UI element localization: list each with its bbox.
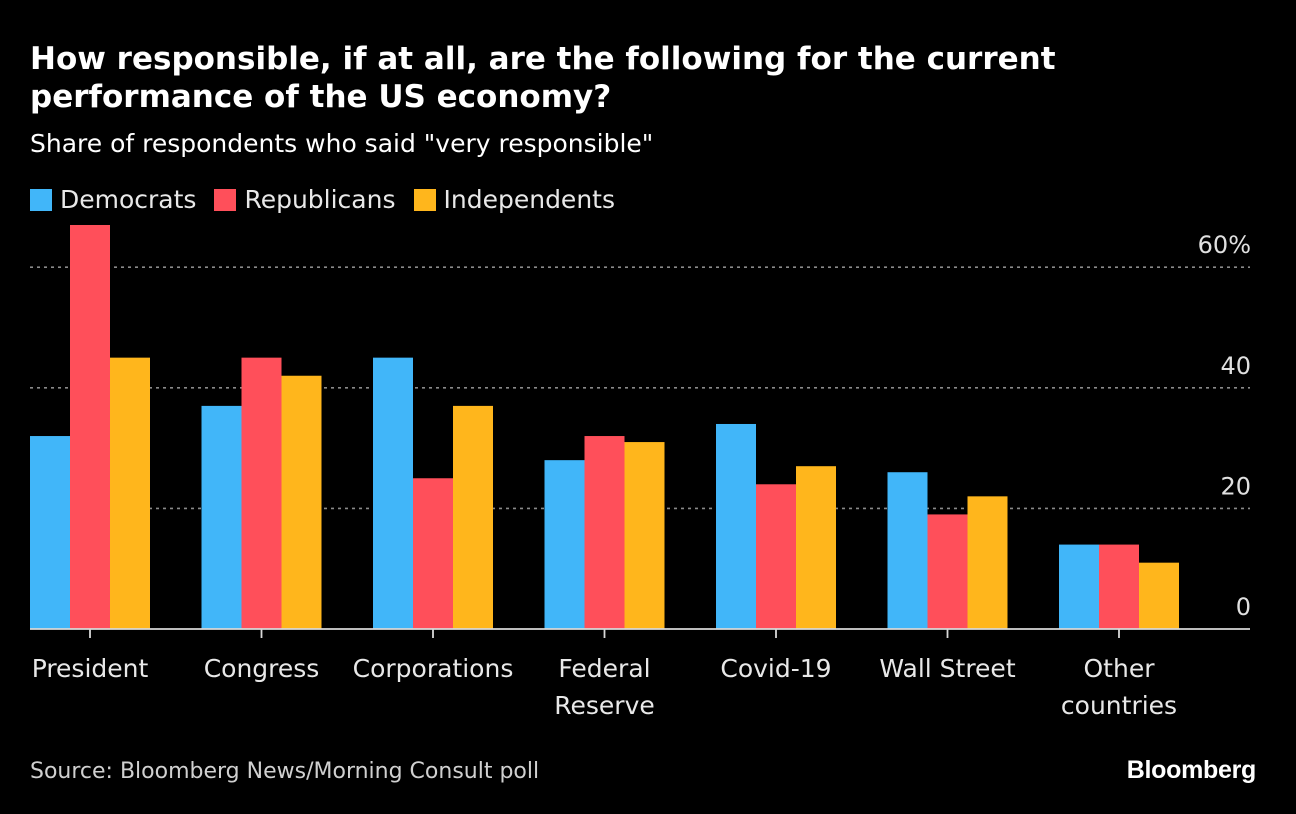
x-tick-label: President (32, 654, 149, 683)
x-tick-label: Federal Reserve (554, 654, 655, 720)
bar-independents (624, 442, 665, 629)
y-tick-label: 60% (1198, 231, 1251, 259)
legend-swatch-independents (413, 189, 436, 211)
legend: Democrats Republicans Independents (30, 184, 633, 216)
bar-democrats (201, 405, 242, 629)
x-tick-label: Corporations (353, 654, 514, 683)
bar-democrats (1059, 544, 1099, 629)
legend-label-democrats: Democrats (60, 185, 197, 214)
bar-republicans (1099, 544, 1139, 629)
bar-independents (796, 466, 836, 629)
legend-item-democrats: Democrats (30, 184, 196, 216)
x-tick-label: Other countries (1061, 654, 1177, 720)
bar-independents (110, 357, 150, 629)
chart-title: How responsible, if at all, are the foll… (30, 41, 1056, 115)
bar-republicans (584, 436, 625, 629)
y-tick-label: 0 (1236, 593, 1251, 621)
bar-republicans (241, 357, 282, 629)
bar-independents (967, 496, 1008, 629)
chart-subtitle: Share of respondents who said "very resp… (30, 129, 654, 158)
legend-swatch-republicans (214, 189, 237, 211)
bar-democrats (716, 423, 756, 629)
legend-label-independents: Independents (443, 185, 615, 214)
bloomberg-logo: Bloomberg (1126, 756, 1257, 784)
bar-democrats (544, 460, 585, 629)
legend-swatch-democrats (30, 189, 52, 211)
x-tick-label: Wall Street (879, 654, 1015, 683)
bar-republicans (927, 514, 968, 629)
bar-republicans (413, 478, 453, 629)
x-tick-label: Covid-19 (720, 654, 831, 683)
legend-item-independents: Independents (413, 184, 615, 216)
y-tick-label: 20 (1220, 472, 1251, 500)
bar-independents (453, 405, 493, 629)
bar-republicans (70, 224, 110, 630)
bar-republicans (756, 484, 796, 629)
bar-democrats (30, 436, 70, 629)
bar-democrats (887, 472, 928, 629)
x-tick-label: Congress (204, 654, 320, 683)
legend-label-republicans: Republicans (244, 185, 396, 214)
bar-independents (281, 375, 322, 629)
bar-democrats (373, 357, 413, 629)
source-note: Source: Bloomberg News/Morning Consult p… (30, 759, 540, 784)
legend-item-republicans: Republicans (214, 184, 396, 216)
y-tick-label: 40 (1220, 352, 1251, 380)
bar-independents (1139, 562, 1179, 629)
